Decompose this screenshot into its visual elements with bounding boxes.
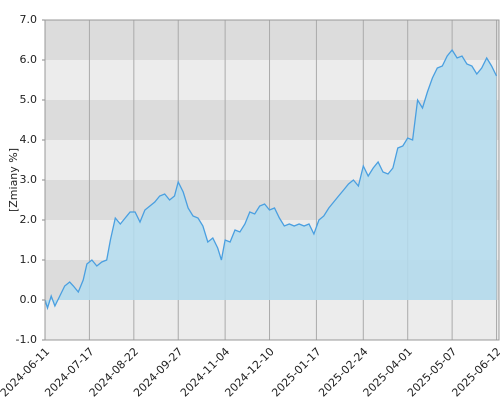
plot-border <box>44 19 500 341</box>
y-tick-label: -1.0 <box>16 333 37 346</box>
background-band <box>45 60 499 100</box>
y-axis-label: [Zmiany %] <box>7 148 20 212</box>
y-tick-label: 0.0 <box>20 293 38 306</box>
y-tick-label: 6.0 <box>20 53 38 66</box>
y-tick-label: 3.0 <box>20 173 38 186</box>
y-tick-label: 1.0 <box>20 253 38 266</box>
y-tick-label: 2.0 <box>20 213 38 226</box>
y-tick-label: 4.0 <box>20 133 38 146</box>
area <box>45 50 497 308</box>
background-band <box>45 300 499 340</box>
y-tick-label: 5.0 <box>20 93 38 106</box>
line <box>44 48 498 311</box>
y-tick-label: 7.0 <box>20 13 38 26</box>
x-tick-label: 2025-01-17 <box>269 345 323 399</box>
background-band <box>45 20 499 60</box>
